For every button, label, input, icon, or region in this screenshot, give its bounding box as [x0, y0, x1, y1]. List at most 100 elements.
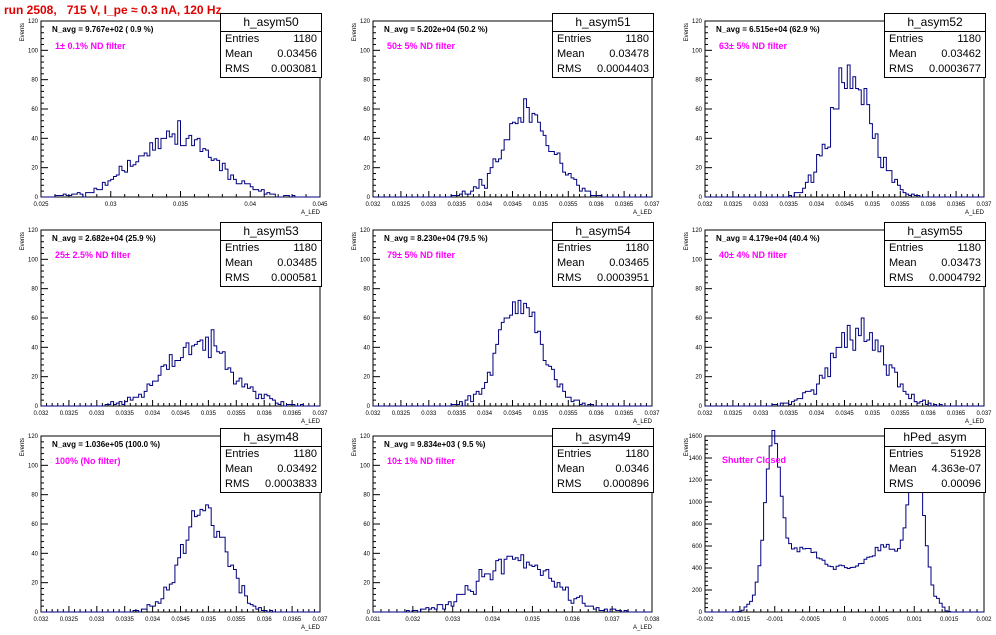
stats-value: 51928: [950, 448, 981, 460]
stats-row-mean: Mean 0.03473: [885, 256, 985, 271]
x-tick-label: 0.035: [865, 411, 881, 417]
x-tick-label: 0.034: [145, 617, 161, 623]
x-tick-label: 0.0345: [835, 202, 854, 208]
x-tick-label: 0.034: [485, 617, 501, 623]
navg-label: N_avg = 2.682e+04 (25.9 %): [52, 234, 156, 243]
histogram-line: [705, 430, 984, 613]
histogram-name: h_asym53: [221, 223, 321, 241]
y-tick-label: 60: [363, 316, 370, 322]
y-tick-label: 20: [363, 581, 370, 587]
y-tick-label: 80: [695, 78, 702, 84]
y-tick-label: 80: [363, 78, 370, 84]
y-axis-label: Events: [20, 438, 26, 456]
stats-row-mean: Mean 0.03456: [221, 47, 321, 62]
filter-label: 25± 2.5% ND filter: [55, 250, 131, 260]
stats-value: 0.03478: [609, 48, 649, 60]
stats-key: Entries: [557, 448, 592, 460]
x-tick-label: 0.0335: [780, 411, 799, 417]
x-tick-label: 0.0355: [227, 617, 246, 623]
y-tick-label: 60: [695, 316, 702, 322]
y-tick-label: 60: [363, 107, 370, 113]
navg-label: N_avg = 9.767e+02 ( 0.9 %): [52, 25, 154, 34]
x-tick-label: 0.033: [89, 617, 105, 623]
y-tick-label: 20: [31, 166, 38, 172]
x-tick-label: 0.0365: [615, 202, 634, 208]
navg-label: N_avg = 1.036e+05 (100.0 %): [52, 440, 161, 449]
y-tick-label: 80: [31, 493, 38, 499]
x-tick-label: -0.002: [696, 617, 714, 623]
y-tick-label: 0: [367, 610, 371, 616]
y-axis-label: Events: [684, 232, 690, 250]
histogram-plot: 0.032 0.0325 0.033 0.0335 0.034 0.0345 0.035 0.…: [20, 228, 328, 425]
stats-key: Mean: [225, 257, 253, 269]
y-tick-label: 0: [35, 195, 39, 201]
stats-key: RMS: [889, 272, 914, 284]
histogram-line: [41, 120, 320, 198]
x-tick-label: 0.001: [907, 617, 923, 623]
y-tick-label: 1000: [689, 500, 703, 506]
navg-label: N_avg = 5.202e+04 (50.2 %): [384, 25, 488, 34]
x-axis-label: A_LED: [633, 210, 653, 216]
y-tick-label: 0: [699, 195, 703, 201]
stats-value: 1180: [293, 242, 317, 254]
y-tick-label: 100: [28, 257, 39, 263]
stats-row-mean: Mean 0.03492: [221, 462, 321, 477]
histogram-pad-hPed_asym: -0.002 -0.0015 -0.001 -0.0005 0 0.0005 0.001 0.…: [664, 430, 994, 635]
stats-value: 0.03473: [941, 257, 981, 269]
stats-row-entries: Entries 1180: [221, 447, 321, 462]
stats-row-rms: RMS 0.0003951: [553, 271, 653, 286]
histogram-pad-h_asym53: 0.032 0.0325 0.033 0.0335 0.034 0.0345 0.035 0.…: [0, 224, 330, 429]
histogram-plot: 0.032 0.0325 0.033 0.0335 0.034 0.0345 0.035 0.…: [352, 19, 660, 216]
x-tick-label: 0.025: [33, 202, 49, 208]
x-tick-label: 0.034: [477, 411, 493, 417]
y-axis-label: Events: [352, 23, 358, 41]
x-tick-label: 0.0355: [891, 411, 910, 417]
stats-key: Entries: [889, 242, 924, 254]
x-tick-label: 0.0365: [947, 411, 966, 417]
y-tick-label: 60: [31, 316, 38, 322]
stats-key: Mean: [557, 257, 585, 269]
stats-box: hPed_asym Entries 51928 Mean 4.363e-07 RMS 0.0…: [884, 428, 986, 493]
x-tick-label: 0.0345: [171, 617, 190, 623]
x-tick-label: 0.032: [405, 617, 421, 623]
navg-label: N_avg = 9.834e+03 ( 9.5 %): [384, 440, 486, 449]
y-tick-label: 40: [363, 551, 370, 557]
y-tick-label: 1400: [689, 456, 703, 462]
stats-value: 0.03456: [277, 48, 317, 60]
x-tick-label: 0.035: [201, 617, 217, 623]
histogram-pad-h_asym52: 0.032 0.0325 0.033 0.0335 0.034 0.0345 0.035 0.…: [664, 15, 994, 220]
stats-row-rms: RMS 0.000581: [221, 271, 321, 286]
y-tick-label: 40: [363, 136, 370, 142]
stats-key: Mean: [889, 48, 917, 60]
x-axis-label: A_LED: [633, 419, 653, 425]
x-tick-label: 0.045: [312, 202, 328, 208]
y-tick-label: 20: [31, 581, 38, 587]
navg-label: N_avg = 8.230e+04 (79.5 %): [384, 234, 488, 243]
x-tick-label: 0.037: [976, 411, 992, 417]
y-tick-label: 120: [360, 228, 371, 234]
x-tick-label: 0.0365: [947, 202, 966, 208]
stats-key: Mean: [889, 463, 917, 475]
y-axis-label: Events: [352, 438, 358, 456]
histogram-plot: 0.032 0.0325 0.033 0.0335 0.034 0.0345 0.035 0.…: [20, 434, 328, 631]
stats-row-rms: RMS 0.00096: [885, 477, 985, 492]
filter-label: 10± 1% ND filter: [387, 456, 455, 466]
histogram-plot: -0.002 -0.0015 -0.001 -0.0005 0 0.0005 0.001 0.…: [684, 430, 992, 623]
y-tick-label: 20: [695, 375, 702, 381]
stats-key: Mean: [889, 257, 917, 269]
x-axis-label: A_LED: [965, 419, 985, 425]
x-tick-label: -0.0015: [730, 617, 751, 623]
filter-label: 50± 5% ND filter: [387, 41, 455, 51]
x-tick-label: 0.037: [312, 411, 328, 417]
x-tick-label: 0.035: [173, 202, 189, 208]
stats-key: RMS: [557, 272, 582, 284]
y-axis-label: Events: [20, 232, 26, 250]
x-tick-label: 0.033: [445, 617, 461, 623]
stats-key: RMS: [557, 478, 582, 490]
y-tick-label: 0: [367, 404, 371, 410]
y-tick-label: 20: [695, 166, 702, 172]
y-tick-label: 60: [695, 107, 702, 113]
histogram-name: h_asym54: [553, 223, 653, 241]
stats-row-entries: Entries 1180: [553, 32, 653, 47]
x-tick-label: 0.0355: [559, 411, 578, 417]
